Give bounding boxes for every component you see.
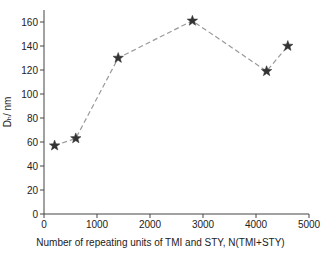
x-ticks: 0 1000 2000 3000 4000 5000 (41, 214, 320, 230)
y-tick-label: 80 (27, 113, 39, 124)
y-tick (40, 118, 44, 119)
x-tick-label: 2000 (139, 219, 162, 230)
plot-area (49, 15, 293, 150)
y-tick-label: 0 (32, 209, 38, 220)
x-tick (203, 214, 204, 218)
y-tick (40, 142, 44, 143)
y-tick (40, 46, 44, 47)
y-tick-label: 20 (27, 185, 39, 196)
y-tick-label: 100 (21, 89, 38, 100)
x-tick (44, 214, 45, 218)
x-tick (256, 214, 257, 218)
y-tick-label: 160 (21, 17, 38, 28)
y-tick (40, 94, 44, 95)
y-tick-label: 120 (21, 65, 38, 76)
x-tick-label: 0 (41, 219, 47, 230)
data-point (283, 41, 293, 51)
x-tick-label: 4000 (245, 219, 268, 230)
y-ticks: 0 20 40 60 80 100 120 140 160 (21, 17, 44, 220)
x-axis-label: Number of repeating units of TMI and STY… (36, 237, 284, 248)
y-tick-label: 140 (21, 41, 38, 52)
data-point (49, 140, 59, 150)
y-tick-label: 40 (27, 161, 39, 172)
y-tick-label: 60 (27, 137, 39, 148)
y-tick (40, 214, 44, 215)
x-tick (150, 214, 151, 218)
chart: 0 1000 2000 3000 4000 5000 0 20 40 60 80 100 120 140 1… (0, 0, 321, 254)
x-tick (309, 214, 310, 218)
data-line (55, 21, 288, 146)
chart-container: 0 1000 2000 3000 4000 5000 0 20 40 60 80 100 120 140 1… (0, 0, 321, 254)
y-tick (40, 70, 44, 71)
y-tick (40, 22, 44, 23)
data-point (261, 66, 271, 76)
y-axis-line (44, 10, 45, 214)
x-tick (97, 214, 98, 218)
data-point (187, 15, 197, 25)
y-axis-label: Dₕ/ nm (2, 97, 13, 128)
data-point (113, 53, 123, 63)
data-point (71, 133, 81, 143)
x-tick-label: 1000 (86, 219, 109, 230)
y-tick (40, 166, 44, 167)
x-tick-label: 5000 (298, 219, 321, 230)
x-axis-line (44, 214, 309, 215)
y-tick (40, 190, 44, 191)
x-tick-label: 3000 (192, 219, 215, 230)
